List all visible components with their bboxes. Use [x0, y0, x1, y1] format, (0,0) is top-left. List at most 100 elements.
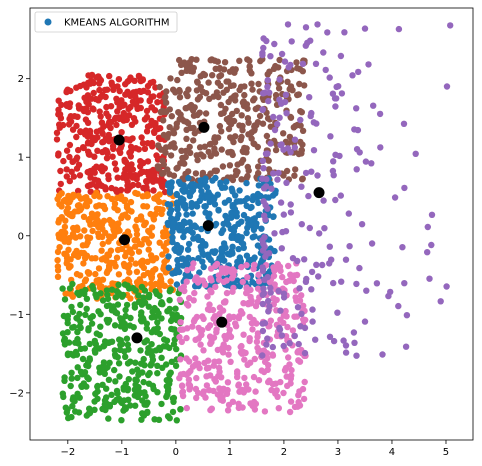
data-point — [287, 201, 294, 208]
data-point — [202, 90, 210, 97]
data-point — [158, 354, 165, 361]
data-point — [302, 169, 310, 177]
data-point — [167, 75, 174, 82]
data-point — [188, 199, 195, 207]
data-point — [330, 337, 338, 345]
data-point — [287, 398, 295, 405]
data-point — [82, 286, 89, 294]
data-point — [85, 325, 92, 332]
data-point — [73, 122, 80, 130]
data-point — [183, 118, 190, 126]
data-point — [159, 107, 166, 115]
data-point — [170, 219, 177, 226]
data-point — [289, 87, 296, 94]
data-point — [64, 319, 71, 327]
data-point — [132, 260, 139, 267]
data-point — [94, 177, 102, 184]
data-point — [153, 196, 161, 203]
data-point — [337, 52, 345, 60]
data-point — [121, 320, 128, 328]
cluster-centroid — [202, 220, 214, 232]
data-point — [239, 278, 246, 286]
data-point — [115, 360, 123, 367]
data-point — [183, 63, 191, 71]
cluster-centroid — [119, 234, 131, 246]
data-point — [183, 371, 190, 378]
data-point — [312, 336, 319, 343]
data-point — [189, 210, 196, 217]
data-point — [204, 293, 211, 300]
data-point — [148, 224, 156, 231]
data-point — [149, 119, 157, 127]
data-point — [95, 265, 103, 272]
data-point — [236, 187, 243, 194]
data-point — [235, 233, 242, 240]
data-point — [219, 163, 227, 170]
data-point — [107, 234, 115, 242]
data-point — [143, 401, 150, 408]
data-point — [276, 56, 283, 64]
data-point — [299, 60, 307, 67]
data-point — [87, 188, 94, 195]
data-point — [340, 337, 347, 344]
data-point — [138, 241, 145, 248]
data-point — [137, 360, 145, 367]
data-point — [157, 300, 165, 308]
data-point — [293, 59, 300, 66]
data-point — [211, 145, 218, 152]
data-point — [159, 251, 166, 258]
data-point — [95, 230, 102, 237]
data-point — [93, 277, 100, 284]
data-point — [82, 255, 89, 262]
data-point — [119, 340, 126, 348]
data-point — [116, 373, 123, 380]
data-point — [193, 203, 201, 210]
data-point — [141, 236, 148, 243]
data-point — [135, 146, 142, 153]
data-point — [217, 101, 225, 109]
data-point — [206, 322, 214, 329]
data-point — [240, 300, 247, 307]
data-point — [63, 87, 70, 95]
data-point — [443, 283, 450, 290]
data-point — [83, 295, 91, 302]
data-point — [216, 122, 224, 130]
data-point — [260, 285, 267, 292]
data-point — [210, 315, 217, 322]
data-point — [134, 105, 141, 113]
data-point — [356, 264, 363, 272]
data-point — [291, 136, 299, 143]
data-point — [259, 175, 266, 182]
data-point — [69, 396, 77, 403]
legend-marker — [44, 18, 52, 26]
data-point — [133, 231, 141, 238]
data-point — [259, 300, 266, 308]
data-point — [161, 336, 168, 343]
data-point — [183, 404, 190, 412]
data-point — [332, 196, 339, 204]
data-point — [259, 90, 267, 97]
data-point — [174, 76, 181, 84]
data-point — [291, 144, 298, 151]
data-point — [277, 307, 284, 314]
data-point — [228, 269, 235, 276]
data-point — [218, 229, 225, 237]
data-point — [55, 97, 62, 104]
data-point — [123, 335, 131, 342]
data-point — [80, 144, 87, 152]
data-point — [182, 147, 189, 155]
data-point — [308, 168, 315, 175]
data-point — [100, 343, 107, 350]
data-point — [170, 341, 178, 348]
data-point — [302, 24, 310, 31]
data-point — [59, 285, 66, 292]
data-point — [124, 173, 131, 181]
data-point — [259, 106, 266, 113]
data-point — [263, 37, 270, 45]
data-point — [140, 378, 147, 386]
data-point — [84, 140, 92, 147]
data-point — [212, 283, 219, 291]
data-point — [118, 293, 126, 300]
data-point — [282, 228, 290, 235]
data-point — [124, 178, 131, 185]
